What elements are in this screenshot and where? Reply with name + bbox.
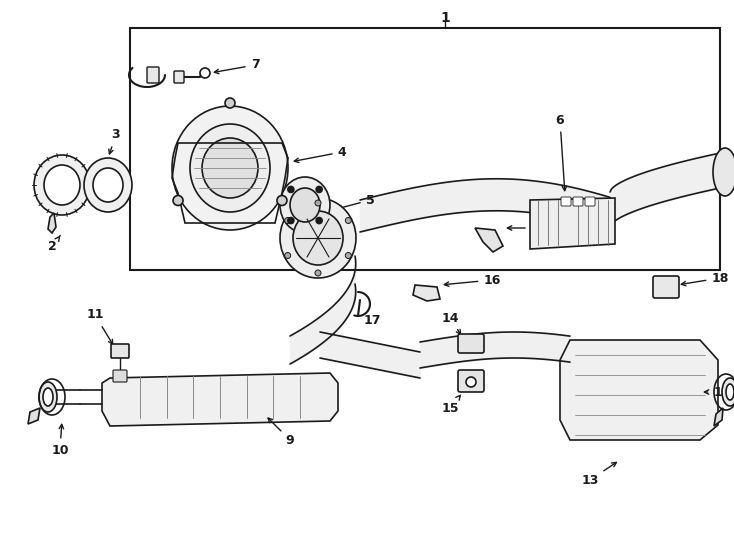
Ellipse shape [172,106,288,230]
Ellipse shape [230,164,250,184]
FancyBboxPatch shape [573,197,583,206]
Ellipse shape [466,377,476,387]
Polygon shape [475,228,503,252]
Ellipse shape [220,170,240,190]
Polygon shape [102,373,338,426]
Ellipse shape [44,165,80,205]
Ellipse shape [345,218,352,224]
FancyBboxPatch shape [111,344,129,358]
Ellipse shape [726,384,734,400]
Text: 13: 13 [581,462,617,487]
Ellipse shape [200,68,210,78]
Ellipse shape [39,382,57,412]
Polygon shape [560,340,718,440]
Ellipse shape [722,378,734,406]
Text: 1: 1 [440,11,450,25]
Ellipse shape [315,270,321,276]
FancyBboxPatch shape [585,197,595,206]
Text: 5: 5 [337,193,374,210]
FancyBboxPatch shape [174,71,184,83]
Ellipse shape [345,253,352,259]
Ellipse shape [280,198,356,278]
Ellipse shape [285,218,291,224]
Ellipse shape [93,168,123,202]
Text: 3: 3 [109,129,120,154]
FancyBboxPatch shape [458,370,484,392]
Text: 8: 8 [507,221,539,234]
Ellipse shape [225,98,235,108]
Ellipse shape [316,218,322,224]
Bar [130,28,720,270]
Ellipse shape [43,388,53,406]
Text: 6: 6 [556,113,567,191]
Ellipse shape [190,124,270,212]
Text: 14: 14 [441,312,461,334]
Ellipse shape [316,186,322,192]
Text: 4: 4 [294,145,346,163]
Ellipse shape [280,177,330,233]
Text: 11: 11 [87,308,113,345]
Ellipse shape [288,186,294,192]
Text: 16: 16 [444,273,501,287]
Polygon shape [714,408,723,426]
Ellipse shape [84,158,132,212]
Ellipse shape [713,148,734,196]
Ellipse shape [173,195,183,206]
FancyBboxPatch shape [113,370,127,382]
Ellipse shape [210,164,230,184]
Text: 10: 10 [51,424,69,456]
Ellipse shape [293,211,343,265]
Text: 9: 9 [268,418,294,447]
Ellipse shape [202,138,258,198]
Ellipse shape [230,152,250,172]
FancyBboxPatch shape [653,276,679,298]
Text: 17: 17 [363,314,381,327]
Ellipse shape [220,146,240,166]
Text: 12: 12 [705,386,731,399]
Polygon shape [48,213,56,233]
FancyBboxPatch shape [147,67,159,83]
Ellipse shape [277,195,287,206]
Ellipse shape [285,253,291,259]
Text: 18: 18 [681,272,729,286]
Text: 15: 15 [441,395,460,415]
Text: 7: 7 [214,58,259,73]
Ellipse shape [210,152,230,172]
Polygon shape [28,408,40,424]
Polygon shape [530,198,615,249]
FancyBboxPatch shape [561,197,571,206]
Ellipse shape [290,188,320,222]
FancyBboxPatch shape [458,334,484,353]
Ellipse shape [34,155,90,215]
Ellipse shape [315,200,321,206]
Text: 2: 2 [48,235,60,253]
Ellipse shape [288,218,294,224]
Polygon shape [413,285,440,301]
